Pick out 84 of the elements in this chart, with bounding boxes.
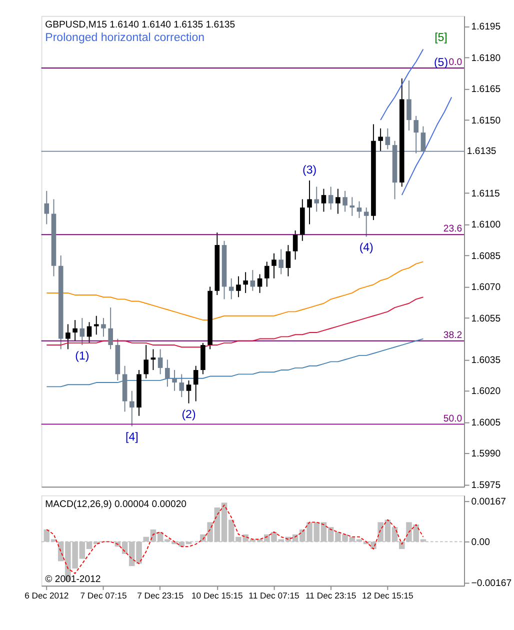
y-tick-label: 1.6085 bbox=[471, 250, 501, 262]
text: Prolonged horizontal correction bbox=[45, 32, 205, 44]
candlestick bbox=[278, 248, 284, 275]
line-series bbox=[46, 261, 424, 321]
y-tick-label: 0.00 bbox=[471, 537, 490, 548]
candlestick bbox=[292, 230, 298, 260]
candlestick bbox=[80, 317, 85, 346]
candlestick bbox=[179, 374, 184, 398]
candlestick bbox=[158, 348, 163, 375]
chart-title: MACD(12,26,9) 0.00004 0.00020 bbox=[45, 498, 186, 510]
candlestick bbox=[342, 190, 348, 212]
candlestick bbox=[364, 207, 369, 238]
candlestick bbox=[228, 278, 234, 300]
annotation: (4) bbox=[359, 242, 374, 254]
y-tick-label: 1.6070 bbox=[471, 282, 501, 294]
candlestick bbox=[243, 272, 248, 294]
y-tick-label: 1.6180 bbox=[471, 52, 501, 64]
candlestick bbox=[144, 344, 149, 379]
line-series bbox=[46, 296, 424, 348]
candlestick bbox=[378, 128, 383, 152]
annotation: 50.0 bbox=[443, 413, 462, 424]
x-tick-label: 7 Dec 07:15 bbox=[80, 590, 127, 601]
y-tick-label: 1.6020 bbox=[471, 386, 501, 398]
candlestick bbox=[44, 190, 50, 225]
x-tick-label: 6 Dec 2012 bbox=[24, 590, 69, 601]
y-tick-label: 1.5990 bbox=[471, 448, 501, 460]
y-tick-label: 1.6035 bbox=[471, 354, 501, 366]
candlestick bbox=[150, 348, 156, 371]
candlestick bbox=[356, 200, 362, 218]
annotation: © 2001-2012 bbox=[45, 574, 101, 585]
annotation: (5) bbox=[434, 56, 448, 69]
candlestick bbox=[172, 370, 177, 392]
y-tick-label: 0.00167 bbox=[471, 496, 506, 508]
candlestick bbox=[236, 276, 241, 298]
annotation: (1) bbox=[75, 350, 90, 362]
candlestick bbox=[86, 322, 92, 344]
candlestick bbox=[321, 188, 326, 212]
y-tick-label: 1.6165 bbox=[471, 84, 501, 96]
candlestick bbox=[286, 244, 291, 277]
annotation: (3) bbox=[302, 164, 317, 177]
candlestick bbox=[101, 317, 106, 338]
candlestick bbox=[193, 365, 198, 402]
annotation: 38.2 bbox=[443, 330, 462, 341]
candlestick bbox=[257, 274, 262, 294]
y-tick-label: 1.6055 bbox=[471, 313, 501, 324]
candlestick bbox=[272, 252, 276, 279]
annotation: [4] bbox=[125, 432, 138, 444]
x-tick-label: 10 Dec 15:15 bbox=[191, 590, 244, 601]
candlestick bbox=[307, 180, 312, 225]
candlestick bbox=[385, 128, 390, 150]
candlestick bbox=[165, 359, 170, 388]
candlestick bbox=[250, 270, 256, 292]
y-tick-label: 1.6115 bbox=[471, 188, 500, 200]
y-tick-label: 1.6150 bbox=[471, 115, 501, 126]
x-tick-label: 7 Dec 23:15 bbox=[137, 590, 184, 601]
y-tick-label: 1.6100 bbox=[471, 220, 501, 231]
line-series bbox=[401, 96, 452, 196]
chart-title: GBPUSD,M15 1.6140 1.6140 1.6135 1.6135 bbox=[45, 19, 236, 30]
annotation: 23.6 bbox=[443, 224, 462, 235]
candlestick bbox=[406, 80, 412, 131]
candlestick bbox=[264, 261, 270, 288]
candlestick bbox=[94, 315, 99, 336]
line-series bbox=[380, 48, 424, 121]
annotation: (2) bbox=[182, 408, 196, 421]
candlestick bbox=[314, 186, 320, 212]
y-tick-label: −0.00167 bbox=[471, 578, 512, 589]
x-tick-label: 11 Dec 07:15 bbox=[248, 590, 300, 601]
y-tick-label: 1.6195 bbox=[471, 22, 501, 33]
candlestick bbox=[66, 324, 70, 350]
candlestick bbox=[336, 188, 340, 214]
y-tick-label: 1.5975 bbox=[471, 480, 501, 491]
candlestick bbox=[129, 390, 134, 427]
candlestick bbox=[350, 196, 355, 216]
candlestick bbox=[186, 380, 192, 404]
y-tick-label: 1.6005 bbox=[471, 417, 501, 428]
ref-line-label: 1.6135 bbox=[466, 146, 496, 158]
candlestick bbox=[72, 320, 78, 342]
x-tick-label: 11 Dec 23:15 bbox=[305, 590, 356, 601]
line-series bbox=[46, 338, 424, 388]
x-tick-label: 12 Dec 15:15 bbox=[362, 590, 414, 601]
annotation: [5] bbox=[434, 32, 448, 44]
candlestick bbox=[108, 307, 113, 350]
annotation: 0.0 bbox=[448, 57, 462, 68]
candlestick bbox=[328, 186, 334, 210]
